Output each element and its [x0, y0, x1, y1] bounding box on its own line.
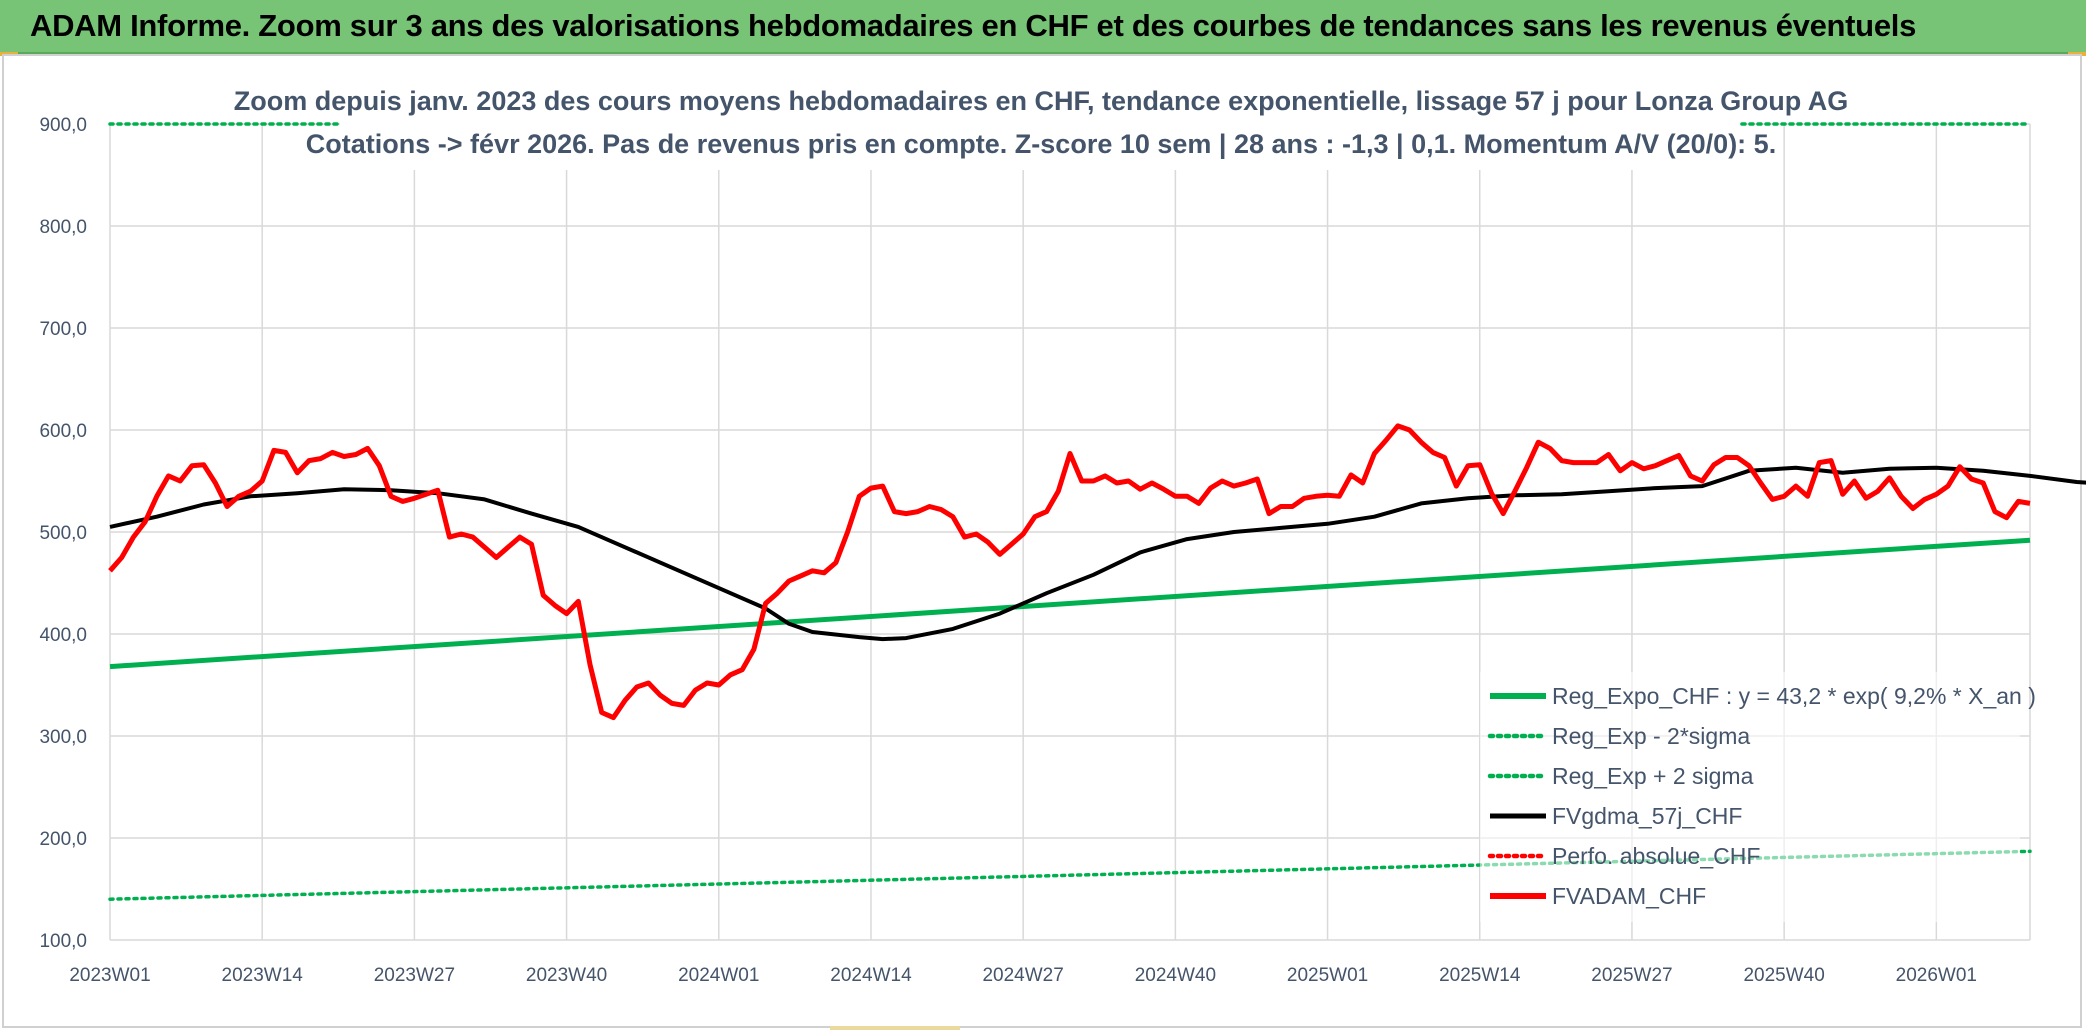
x-tick-label: 2025W01: [1287, 965, 1368, 986]
x-tick-label: 2024W01: [678, 965, 759, 986]
banner-title: ADAM Informe. Zoom sur 3 ans des valoris…: [30, 8, 1917, 43]
subtitle-block: Zoom depuis janv. 2023 des cours moyens …: [234, 78, 1848, 170]
x-tick-label: 2024W27: [982, 965, 1063, 986]
chart-frame: [2, 54, 2082, 1028]
y-tick-label: 300,0: [39, 727, 87, 748]
legend: Reg_Expo_CHF : y = 43,2 * exp( 9,2% * X_…: [1480, 672, 2036, 922]
x-tick-label: 2023W40: [526, 965, 607, 986]
legend-label: Reg_Expo_CHF : y = 43,2 * exp( 9,2% * X_…: [1552, 683, 2036, 709]
y-tick-label: 900,0: [39, 115, 87, 136]
x-tick-label: 2025W27: [1591, 965, 1672, 986]
y-tick-label: 600,0: [39, 421, 87, 442]
bottom-mark: [830, 1026, 960, 1030]
subtitle-background: [340, 78, 1740, 170]
legend-background: [1480, 672, 2020, 922]
x-tick-label: 2026W01: [1896, 965, 1977, 986]
x-tick-label: 2025W40: [1743, 965, 1824, 986]
x-tick-label: 2025W14: [1439, 965, 1521, 986]
y-tick-label: 800,0: [39, 217, 87, 238]
legend-label: Reg_Exp - 2*sigma: [1552, 723, 1750, 749]
legend-label: Reg_Exp + 2 sigma: [1552, 763, 1754, 789]
y-tick-label: 700,0: [39, 319, 87, 340]
y-tick-label: 100,0: [39, 931, 87, 952]
report-banner: ADAM Informe. Zoom sur 3 ans des valoris…: [0, 0, 2086, 54]
y-tick-label: 200,0: [39, 829, 87, 850]
chart-subtitle-line1: Zoom depuis janv. 2023 des cours moyens …: [234, 86, 1848, 116]
legend-label: FVADAM_CHF: [1552, 883, 1706, 909]
axis-labels: 100,0 200,0 300,0 400,0 500,0 600,0 700,0 800,0…: [39, 115, 1977, 986]
y-tick-label: 400,0: [39, 625, 87, 646]
y-tick-label: 500,0: [39, 523, 87, 544]
series-line-0: [109, 537, 2031, 670]
legend-label: Perfo. absolue_CHF: [1552, 843, 1760, 869]
x-tick-label: 2023W27: [374, 965, 455, 986]
x-tick-label: 2023W01: [69, 965, 150, 986]
legend-label: FVgdma_57j_CHF: [1552, 803, 1742, 829]
x-tick-label: 2024W40: [1135, 965, 1216, 986]
x-tick-label: 2024W14: [830, 965, 912, 986]
x-tick-label: 2023W14: [222, 965, 304, 986]
chart-subtitle-line2: Cotations -> févr 2026. Pas de revenus p…: [306, 129, 1776, 159]
